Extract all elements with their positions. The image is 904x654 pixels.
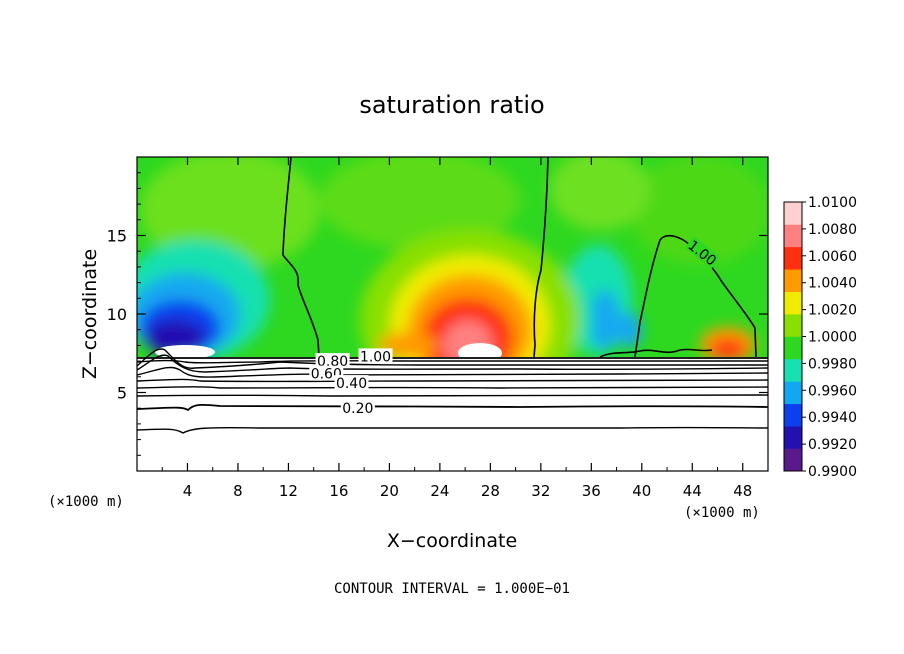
contour-line [137,378,768,383]
colorbar-label: 0.9940 [808,410,857,426]
y-axis: 5 10 15 [107,172,768,456]
contour-line [282,157,320,358]
chart-title: saturation ratio [359,91,544,119]
x-tick-label: 40 [632,482,651,500]
colorbar-label: 1.0100 [808,195,857,211]
colorbar-cell [784,336,802,360]
field-region [590,290,620,350]
colorbar-label: 0.9900 [808,464,857,480]
field-region [378,333,438,357]
contour-label-bg [315,353,350,369]
field-region [320,157,520,250]
contour-interval-note: CONTOUR INTERVAL = 1.000E−01 [334,581,570,597]
x-tick-label: 8 [233,482,243,500]
contour-label-bg [334,375,369,391]
x-tick-label: 4 [183,482,193,500]
x-tick-label: 20 [380,482,399,500]
x-tick-label: 12 [279,482,298,500]
field-region [618,312,642,348]
colorbar-label: 0.9920 [808,437,857,453]
contour-line [137,394,768,397]
colorbar-cell [784,291,802,315]
colorbar-label: 1.0060 [808,249,857,265]
field-region [630,157,768,265]
colorbar-label: 1.0020 [808,303,857,319]
saturated-patch [458,343,502,357]
saturated-patch [155,345,215,357]
contour-label-bg [358,348,393,364]
colorbar-cell [784,202,802,225]
y-tick-label: 5 [117,384,127,403]
colorbar-label: 1.0080 [808,222,857,238]
x-tick-label: 48 [733,482,752,500]
x-tick-label: 44 [683,482,702,500]
contour-lines-lower [137,348,768,434]
contour-line [599,348,713,358]
x-axis: 4 8 12 16 20 24 28 32 36 40 44 48 [161,157,752,500]
contour-label-bg [340,400,375,416]
colorbar-label: 1.0040 [808,276,857,292]
field-region [710,339,746,357]
colorbar-cell [784,426,802,449]
contour-line [137,348,768,369]
x-unit-right: (×1000 m) [684,505,760,521]
contour-label: 0.60 [311,367,342,383]
x-unit-left: (×1000 m) [48,494,124,510]
field-region [550,157,650,230]
x-tick-label: 32 [531,482,550,500]
y-tick-label: 15 [107,227,127,246]
colorbar-cell [784,358,802,382]
x-axis-label: X−coordinate [387,530,517,552]
x-tick-label: 24 [430,482,449,500]
colorbar-label: 0.9980 [808,356,857,372]
contour-line [137,354,768,373]
colorbar-cell [784,314,802,337]
contour-label: 1.00 [360,349,391,365]
x-tick-label: 16 [329,482,348,500]
contour-label: 0.20 [342,401,373,417]
x-tick-label: 28 [481,482,500,500]
colorbar: 0.9900 0.9920 0.9940 0.9960 0.9980 1.0000 1.00… [783,195,857,480]
colorbar-cell [784,246,802,270]
colorbar-cell [784,448,802,472]
contour-line [533,157,549,358]
colorbar-cell [784,269,802,292]
contour-line [137,386,768,389]
saturation-field [137,157,768,357]
colorbar-cell [784,381,802,405]
y-tick-label: 10 [107,305,127,324]
colorbar-label: 0.9960 [808,383,857,399]
contour-label-bg [684,235,721,269]
contour-line [137,426,768,434]
colorbar-cell [784,224,802,248]
contour-labels: 1.000.800.600.400.201.00 [309,235,721,417]
colorbar-cell [784,403,802,427]
y-axis-label: Z−coordinate [79,249,101,379]
colorbar-label: 1.0000 [808,330,857,346]
x-tick-label: 36 [582,482,601,500]
contour-label: 0.40 [336,376,367,392]
